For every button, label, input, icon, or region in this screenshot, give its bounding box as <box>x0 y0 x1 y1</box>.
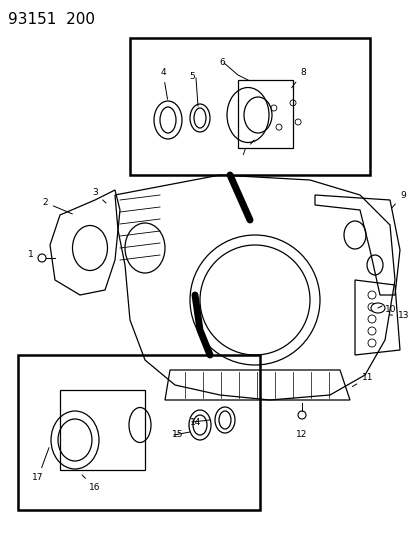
Text: 93151  200: 93151 200 <box>8 12 95 27</box>
Text: 14: 14 <box>190 418 201 427</box>
Text: 17: 17 <box>32 448 49 482</box>
Circle shape <box>297 411 305 419</box>
Text: 10: 10 <box>384 305 396 314</box>
Text: 15: 15 <box>171 430 183 439</box>
Text: 4: 4 <box>160 68 167 99</box>
Text: 9: 9 <box>391 191 405 208</box>
Text: 2: 2 <box>42 198 72 214</box>
Circle shape <box>38 254 46 262</box>
Text: 12: 12 <box>295 430 306 439</box>
Text: 5: 5 <box>189 72 195 81</box>
Text: 16: 16 <box>82 475 100 492</box>
Text: 11: 11 <box>351 373 373 386</box>
Text: 6: 6 <box>218 58 224 67</box>
Text: 7: 7 <box>240 140 254 157</box>
Text: 1: 1 <box>28 250 34 259</box>
Text: 8: 8 <box>291 68 305 88</box>
Text: 3: 3 <box>92 188 106 203</box>
Ellipse shape <box>370 303 384 313</box>
Text: 13: 13 <box>389 311 408 320</box>
